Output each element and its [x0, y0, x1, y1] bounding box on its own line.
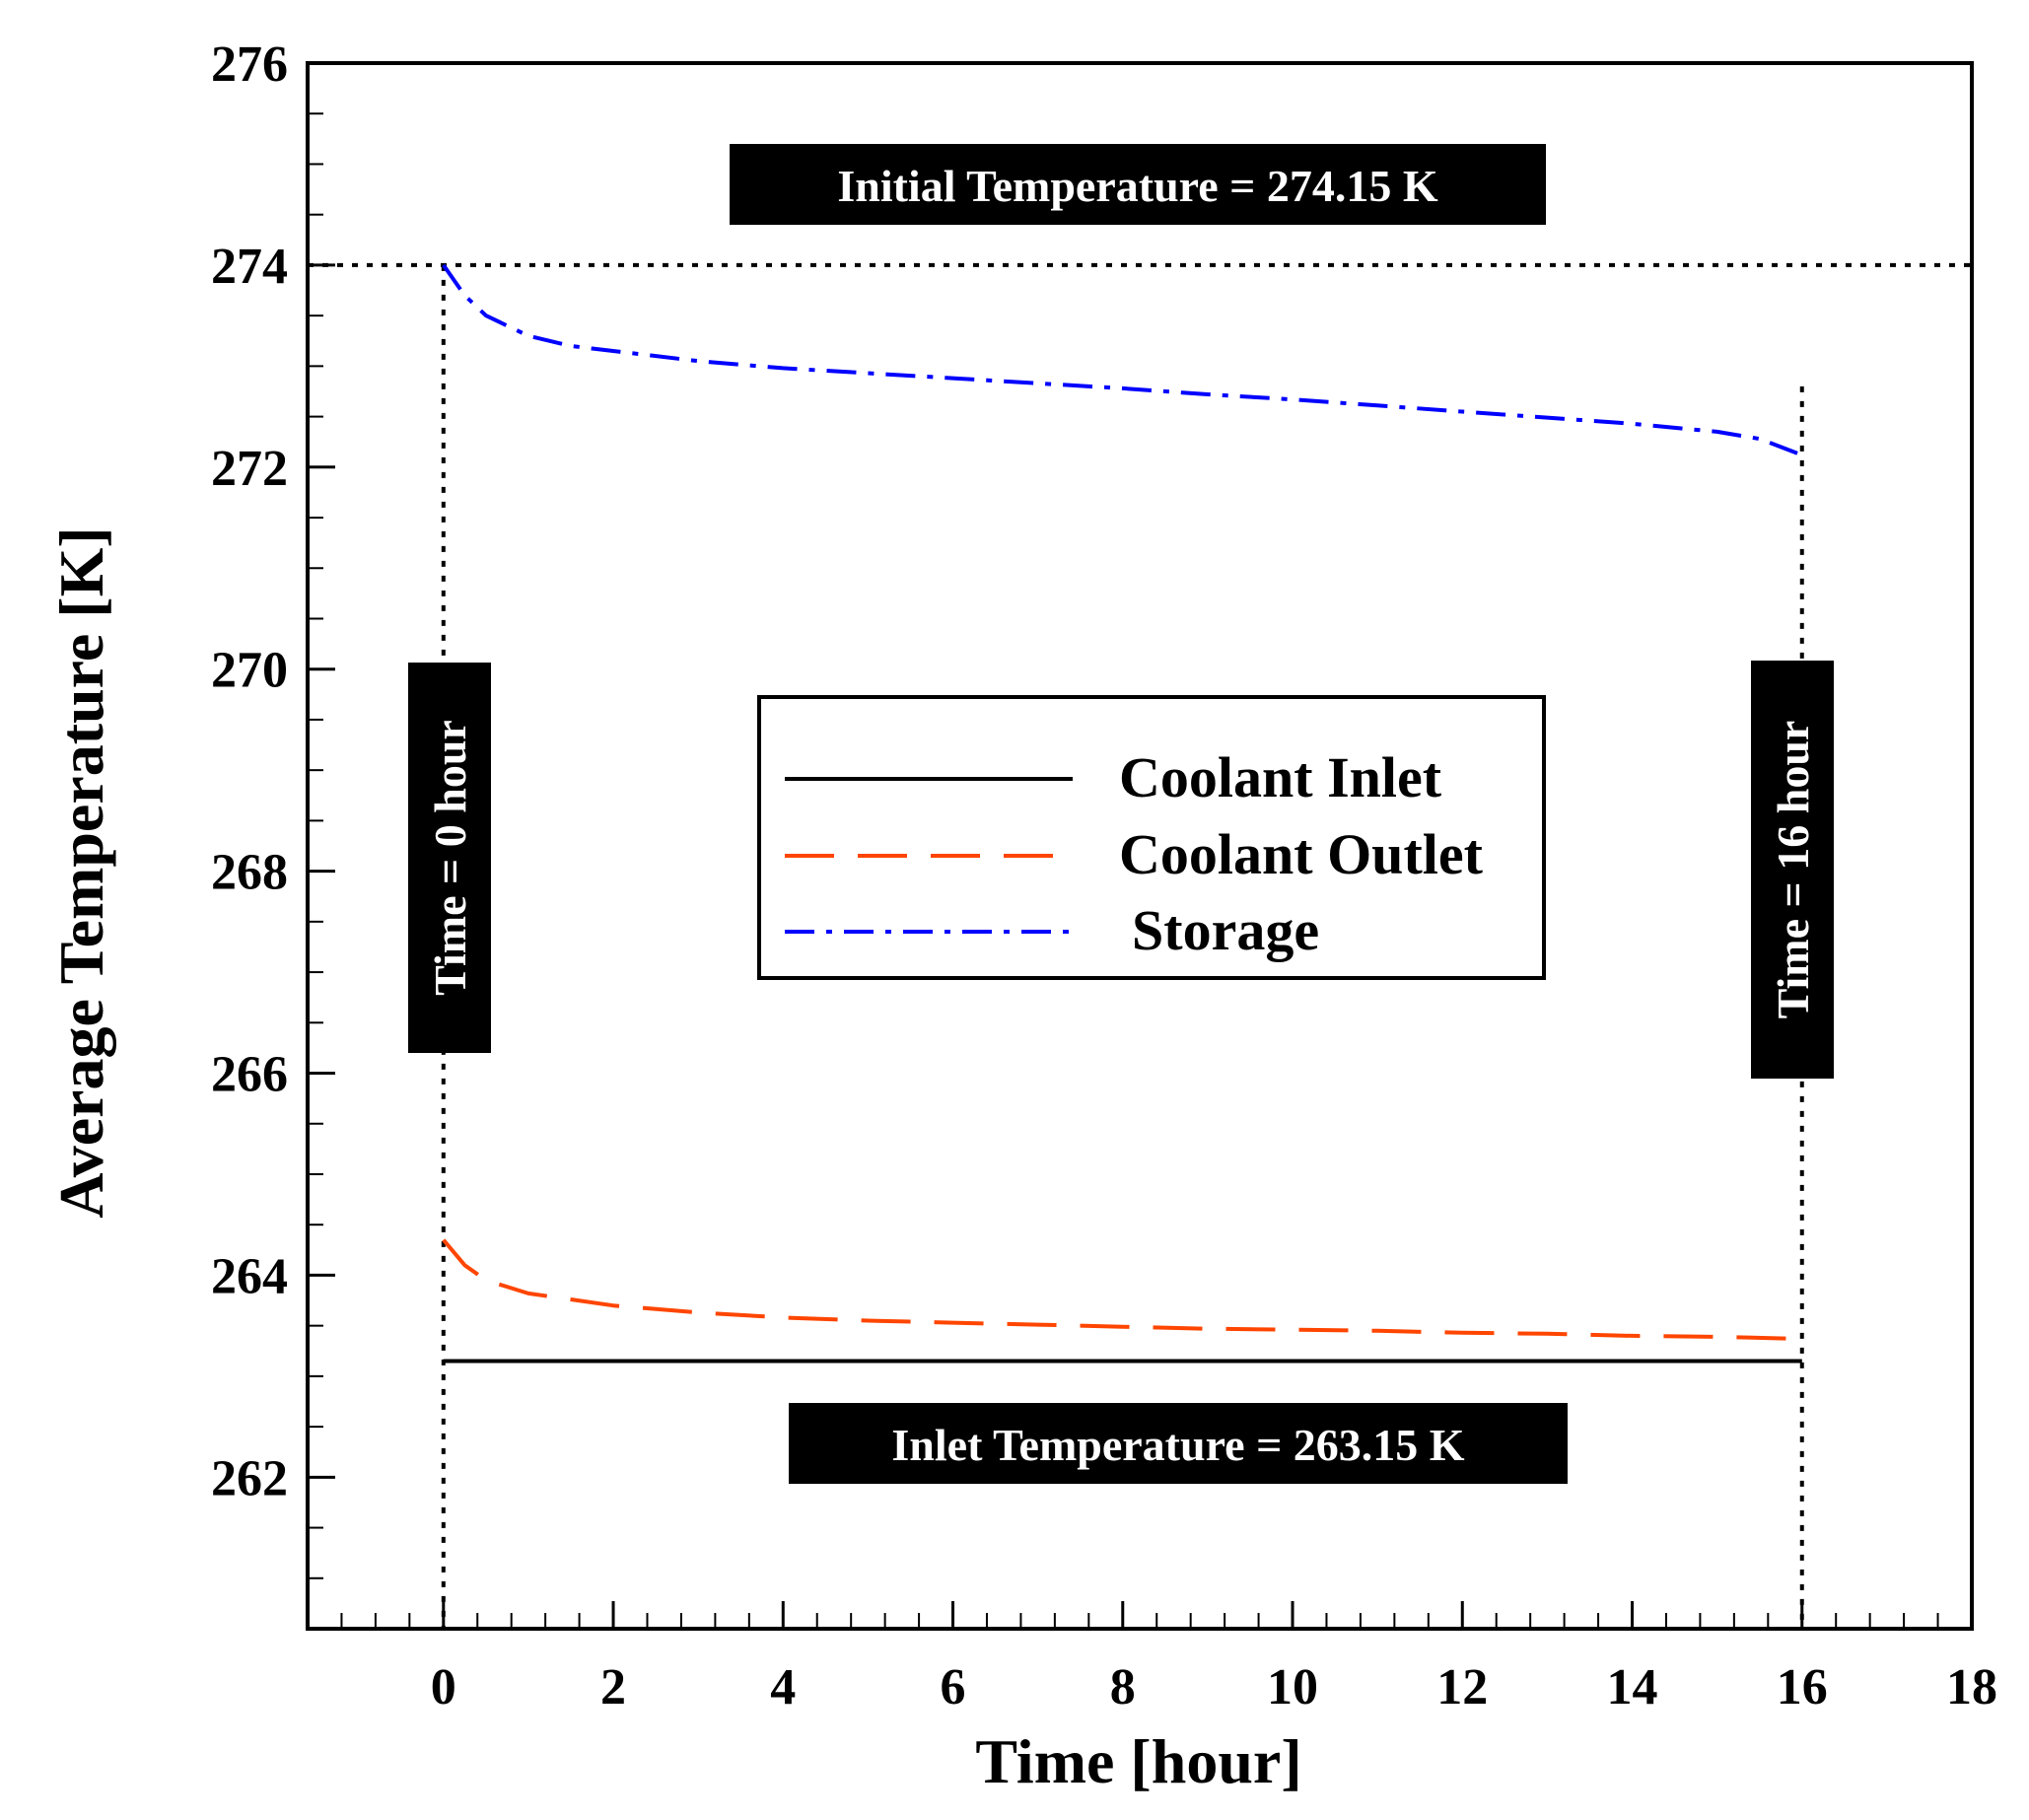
inlet-temperature-label: Inlet Temperature = 263.15 K: [891, 1420, 1464, 1470]
x-tick-label: 0: [431, 1659, 456, 1715]
x-tick-label: 12: [1436, 1659, 1488, 1715]
x-tick-label: 8: [1110, 1659, 1136, 1715]
initial-temperature-annotation: Initial Temperature = 274.15 K: [730, 144, 1546, 225]
time-start-box: [408, 663, 491, 1053]
y-tick-label: 268: [211, 845, 288, 901]
time-end-label: Time = 16 hour: [1768, 721, 1818, 1019]
x-tick-label: 10: [1267, 1659, 1318, 1715]
inlet-temperature-annotation: Inlet Temperature = 263.15 K: [789, 1403, 1568, 1484]
x-tick-label: 18: [1946, 1659, 1997, 1715]
data-series: [442, 263, 1803, 1364]
legend-label-coolant-outlet: Coolant Outlet: [1119, 822, 1484, 886]
legend-label-coolant-inlet: Coolant Inlet: [1119, 745, 1442, 809]
initial-temperature-box: [730, 144, 1546, 225]
y-tick-label: 276: [211, 36, 288, 93]
time-end-box: [1751, 661, 1834, 1079]
time-start-annotation: Time = 0 hour: [408, 663, 491, 1053]
time-start-label: Time = 0 hour: [425, 720, 475, 996]
y-tick-label: 264: [211, 1248, 288, 1304]
x-tick-label: 4: [770, 1659, 796, 1715]
x-tick-label: 14: [1607, 1659, 1658, 1715]
plot-frame: [306, 61, 1974, 1631]
series-line-coolant-outlet: [442, 1238, 1802, 1341]
inlet-temperature-box: [789, 1403, 1568, 1484]
legend: Coolant Inlet Coolant Outlet Storage: [757, 695, 1546, 980]
time-end-annotation: Time = 16 hour: [1751, 661, 1834, 1079]
tick-labels: 0 2 4 6 8 10 12 14 16 18 262 264 266 268 270 272 274 276: [211, 36, 1997, 1715]
x-tick-label: 6: [941, 1659, 966, 1715]
tick-marks: [307, 61, 1974, 1630]
y-axis-title: Average Temperature [K]: [46, 526, 116, 1218]
y-tick-label: 274: [211, 239, 288, 295]
y-tick-label: 272: [211, 441, 288, 497]
legend-label-storage: Storage: [1132, 898, 1319, 962]
initial-temperature-label: Initial Temperature = 274.15 K: [837, 161, 1438, 211]
x-axis-title: Time [hour]: [975, 1726, 1301, 1796]
y-tick-label: 262: [211, 1450, 288, 1506]
series-line-storage: [442, 263, 1803, 457]
x-tick-label: 2: [600, 1659, 626, 1715]
y-tick-label: 270: [211, 643, 288, 699]
x-tick-label: 16: [1777, 1659, 1828, 1715]
y-tick-label: 266: [211, 1047, 288, 1103]
